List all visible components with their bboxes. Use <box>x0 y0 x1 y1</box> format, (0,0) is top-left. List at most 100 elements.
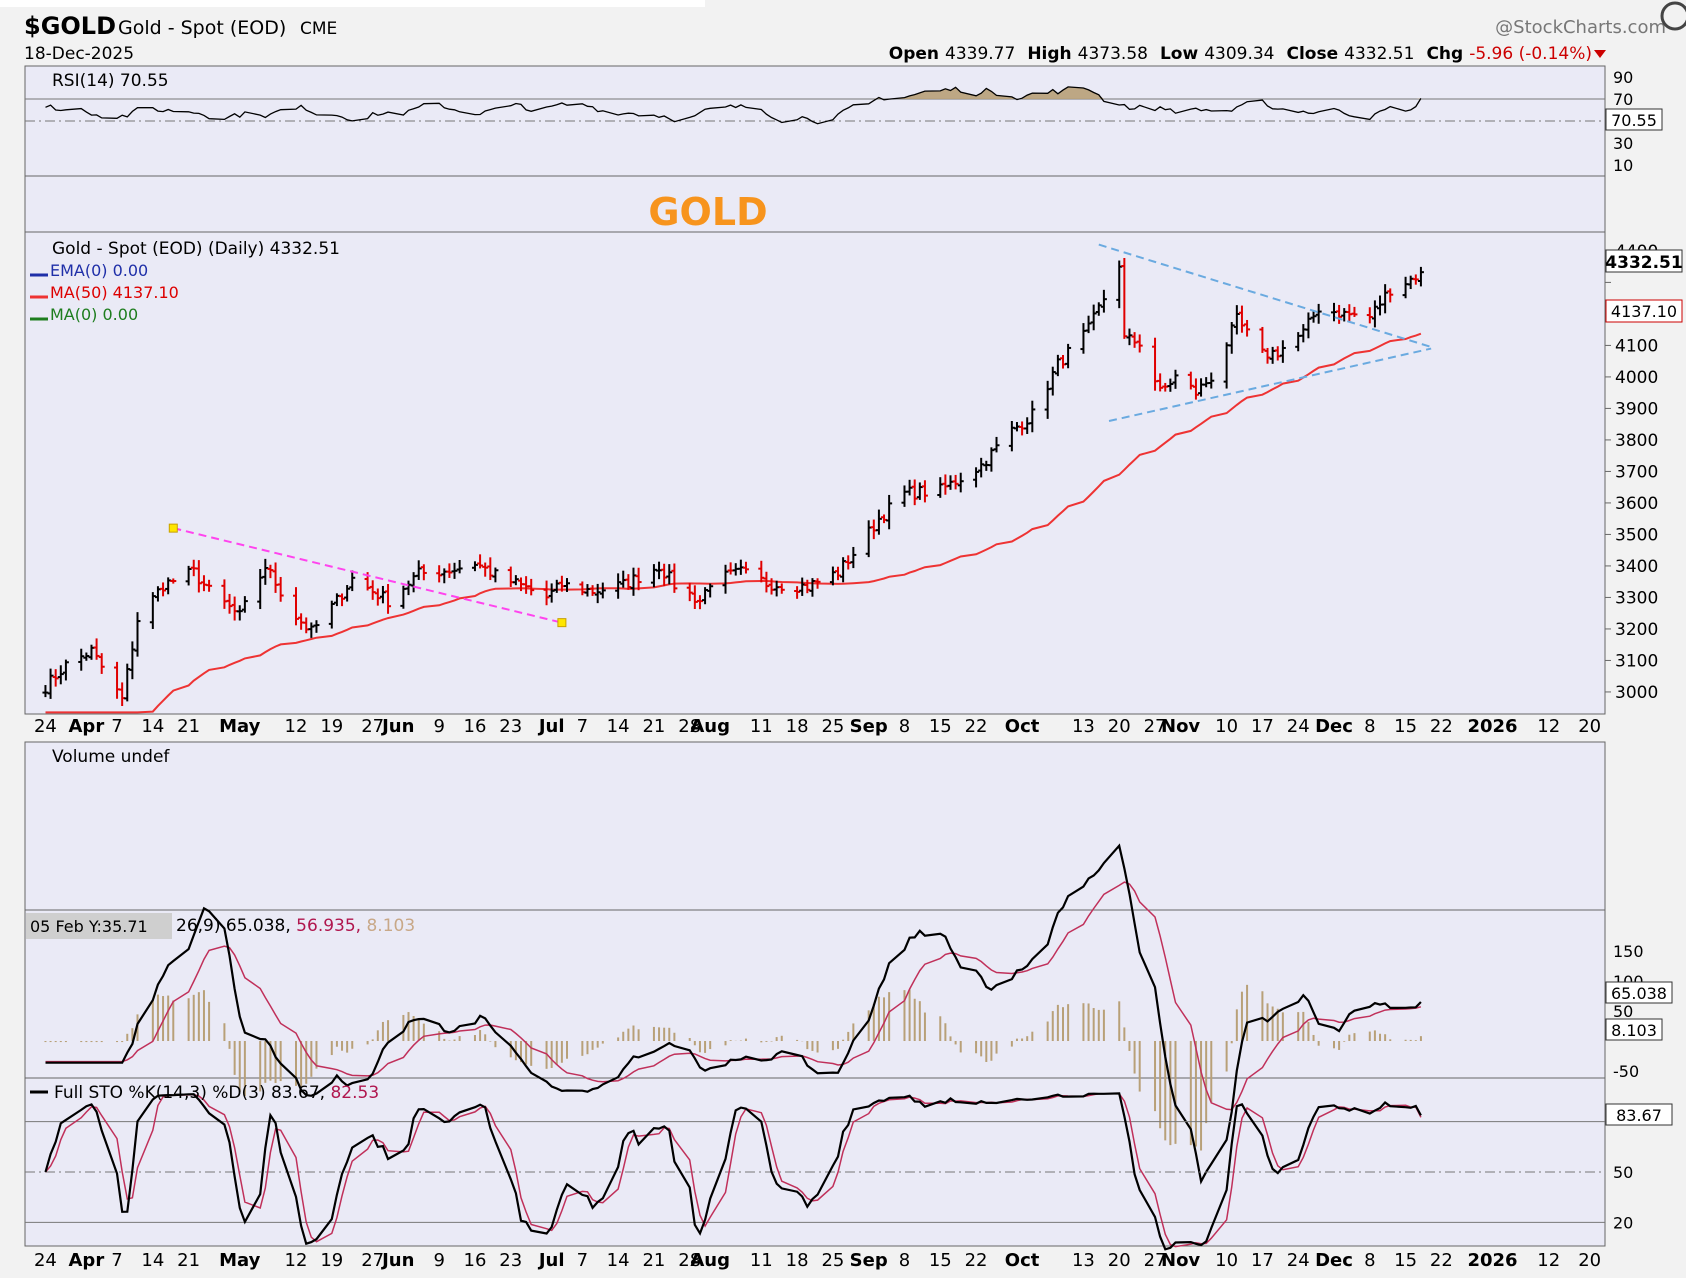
x-tick-label: 20 <box>1108 716 1131 737</box>
x-tick-label: 19 <box>320 1250 343 1271</box>
blue-upper-trendline <box>1098 243 1432 348</box>
blue-lower-trendline <box>1108 347 1432 422</box>
exchange: CME <box>300 19 337 39</box>
x-tick-label: 7 <box>111 1250 122 1271</box>
x-tick-label: Aug <box>690 1250 730 1271</box>
x-tick-label: May <box>219 1250 261 1271</box>
trendline-handle <box>557 618 567 628</box>
volume-panel <box>24 741 1606 911</box>
rsi-tick-label: 10 <box>1613 156 1633 175</box>
price-tick-label: 3600 <box>1615 494 1658 514</box>
x-tick-label: 27 <box>361 716 384 737</box>
x-tick-label: 28 <box>678 1250 701 1271</box>
title-band <box>24 175 1606 233</box>
x-tick-label: 10 <box>1215 716 1238 737</box>
x-tick-label: 23 <box>499 1250 522 1271</box>
watermark: @StockCharts.com <box>1495 17 1666 38</box>
price-tick-label: 3400 <box>1615 557 1658 577</box>
x-tick-label: 8 <box>1364 716 1375 737</box>
x-tick-label: 12 <box>1537 716 1560 737</box>
price-tick-label: 3300 <box>1615 588 1658 608</box>
svg-text:70.55: 70.55 <box>1611 111 1657 130</box>
x-tick-label: 12 <box>1537 1250 1560 1271</box>
x-tick-label: Nov <box>1161 1250 1200 1271</box>
ma50-value-tag: 4137.10 <box>1605 299 1683 323</box>
x-tick-label: 12 <box>285 1250 308 1271</box>
open-value: 4339.77 <box>945 44 1015 64</box>
x-tick-label: Oct <box>1005 1250 1040 1271</box>
x-tick-label: Jul <box>537 716 565 737</box>
browser-tab-strip <box>0 0 705 7</box>
x-tick-label: 22 <box>965 716 988 737</box>
chg-value: -5.96 (-0.14%) <box>1469 44 1592 64</box>
x-tick-label: 24 <box>1287 716 1310 737</box>
x-tick-label: 24 <box>34 1250 57 1271</box>
sto-tick-label: 20 <box>1613 1213 1633 1232</box>
x-tick-label: Jun <box>380 716 414 737</box>
x-tick-label: 22 <box>1430 716 1453 737</box>
x-tick-label: 18 <box>786 1250 809 1271</box>
x-tick-label: 7 <box>577 1250 588 1271</box>
price-plot <box>42 243 1432 714</box>
x-tick-label: 2026 <box>1467 716 1517 737</box>
rsi-value-tag: 70.55 <box>1605 108 1663 131</box>
x-tick-label: 11 <box>750 716 773 737</box>
sto-panel <box>24 1077 1606 1247</box>
x-tick-label: 21 <box>177 1250 200 1271</box>
x-tick-label: 16 <box>464 716 487 737</box>
x-tick-label: 15 <box>1394 1250 1417 1271</box>
x-tick-label: 17 <box>1251 1250 1274 1271</box>
svg-text:4137.10: 4137.10 <box>1611 302 1677 321</box>
x-tick-label: 14 <box>141 716 164 737</box>
x-tick-label: 19 <box>320 716 343 737</box>
x-tick-label: 8 <box>899 716 910 737</box>
rsi-legend: RSI(14) 70.55 <box>52 71 169 91</box>
high-value: 4373.58 <box>1078 44 1148 64</box>
low-value: 4309.34 <box>1204 44 1274 64</box>
macd-value-tag: 65.038 <box>1605 981 1673 1004</box>
x-tick-label: 28 <box>678 716 701 737</box>
x-tick-label: Apr <box>69 716 105 737</box>
symbol: $GOLD <box>24 12 116 40</box>
x-tick-label: Sep <box>850 1250 888 1271</box>
rsi-tick-label: 30 <box>1613 134 1633 153</box>
x-tick-label: 25 <box>821 716 844 737</box>
x-tick-label: 20 <box>1578 1250 1601 1271</box>
x-tick-label: 15 <box>929 716 952 737</box>
x-tick-label: 10 <box>1215 1250 1238 1271</box>
hist-value-tag: 8.103 <box>1605 1018 1663 1041</box>
x-tick-label: 13 <box>1072 716 1095 737</box>
volume-legend: Volume undef <box>52 747 170 767</box>
price-legend: Gold - Spot (EOD) (Daily) 4332.51 <box>52 239 340 259</box>
x-tick-label: 9 <box>433 716 444 737</box>
x-tick-label: Aug <box>690 716 730 737</box>
macd-plot <box>44 843 1422 1185</box>
x-tick-label: 15 <box>929 1250 952 1271</box>
price-tick-label: 4000 <box>1615 368 1658 388</box>
rsi-tick-label: 70 <box>1613 90 1633 109</box>
x-tick-label: 14 <box>607 1250 630 1271</box>
price-tick-label: 4100 <box>1615 336 1658 356</box>
macd-tick-label: 150 <box>1613 942 1644 961</box>
sto-plot <box>25 1092 1605 1251</box>
down-arrow-icon <box>1594 50 1606 58</box>
ohlc-readout: Open 4339.77 High 4373.58 Low 4309.34 Close 433… <box>889 44 1592 64</box>
x-tick-label: Apr <box>69 1250 105 1271</box>
price-tick-label: 3900 <box>1615 399 1658 419</box>
magenta-trendline <box>173 527 563 624</box>
x-tick-label: 11 <box>750 1250 773 1271</box>
x-tick-label: 27 <box>1144 1250 1167 1271</box>
price-panel <box>24 231 1606 715</box>
ma50-line <box>45 332 1422 714</box>
macd-tick-label: 50 <box>1613 1002 1633 1021</box>
close-label: Close <box>1287 44 1339 64</box>
trendline-handle <box>168 523 178 533</box>
x-tick-label: Jun <box>380 1250 414 1271</box>
close-icon[interactable] <box>1660 1 1686 31</box>
x-tick-label: 20 <box>1108 1250 1131 1271</box>
chg-label: Chg <box>1426 44 1463 64</box>
x-tick-label: 24 <box>1287 1250 1310 1271</box>
x-tick-label: Sep <box>850 716 888 737</box>
macd-panel <box>24 909 1606 1079</box>
x-tick-label: 14 <box>141 1250 164 1271</box>
